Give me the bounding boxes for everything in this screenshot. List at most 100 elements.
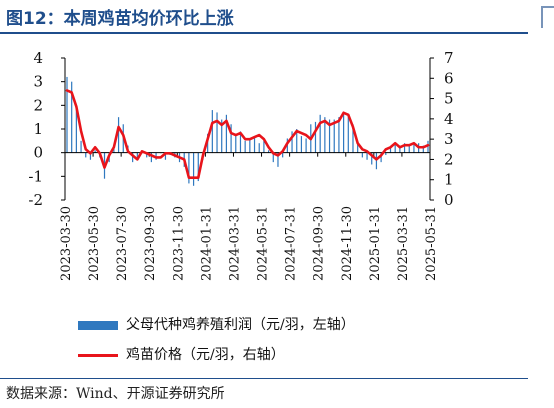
profit-bar	[408, 145, 410, 153]
right-tick-label: 3	[444, 130, 454, 148]
footer-rule	[0, 378, 528, 379]
profit-bar	[333, 119, 335, 153]
left-tick-label: 0	[33, 144, 43, 162]
profit-bar	[403, 143, 406, 153]
profit-bar	[427, 140, 429, 153]
left-tick-label: 2	[33, 96, 43, 114]
profit-bar	[267, 150, 270, 153]
profit-bar	[296, 129, 298, 153]
profit-bar	[71, 81, 73, 153]
profit-bar	[221, 119, 223, 153]
left-tick-label: 3	[33, 73, 43, 91]
profit-bar	[282, 152, 284, 158]
profit-bar	[291, 131, 293, 153]
left-tick-label: -2	[28, 191, 43, 209]
profit-bar	[66, 76, 68, 153]
x-tick-label: 2023-09-30	[143, 206, 158, 281]
profit-bar	[249, 138, 251, 153]
profit-bars	[66, 76, 429, 186]
profit-bar	[94, 150, 96, 153]
x-tick-label: 2024-11-30	[340, 206, 355, 281]
profit-bar	[136, 152, 138, 158]
profit-bar	[328, 119, 331, 153]
left-tick-label: 4	[33, 49, 43, 67]
profit-bar	[239, 131, 242, 153]
x-tick-label: 2024-01-31	[199, 206, 214, 281]
profit-bar	[272, 152, 274, 163]
x-tick-label: 2024-03-31	[227, 206, 242, 281]
profit-bar	[338, 117, 340, 153]
adjacent-figure-edge	[541, 6, 554, 28]
profit-bar	[146, 152, 148, 158]
x-tick-label: 2023-07-30	[115, 206, 130, 281]
profit-bar	[389, 147, 392, 153]
x-tick-label: 2023-03-30	[59, 206, 74, 281]
profit-bar	[352, 124, 354, 153]
profit-bar	[164, 152, 167, 160]
x-tick-label: 2024-09-30	[312, 206, 327, 281]
profit-bar	[216, 112, 218, 153]
profit-bar	[357, 143, 359, 153]
profit-bar	[361, 152, 363, 158]
profit-bar	[347, 114, 349, 153]
profit-bar	[305, 138, 307, 153]
right-tick-label: 0	[444, 191, 454, 209]
profit-bar	[89, 152, 92, 160]
left-tick-label: 1	[33, 120, 43, 138]
title-rule	[0, 32, 528, 34]
legend-label-price: 鸡苗价格（元/羽，右轴）	[126, 347, 285, 363]
profit-bar	[80, 140, 82, 153]
x-tick-label: 2025-05-31	[424, 206, 439, 281]
right-tick-label: 7	[444, 49, 454, 67]
profit-bar	[394, 143, 396, 153]
x-tick-label: 2025-01-31	[368, 206, 383, 281]
profit-bar	[244, 140, 246, 153]
right-tick-label: 1	[444, 171, 454, 189]
profit-bar	[230, 124, 232, 153]
legend-bar-swatch	[78, 320, 118, 330]
profit-bar	[413, 143, 415, 153]
price-series-line	[65, 89, 430, 179]
profit-bar	[132, 152, 134, 163]
profit-bar	[225, 114, 228, 153]
profit-bar	[300, 136, 303, 153]
profit-bar	[211, 110, 213, 153]
profit-bar	[113, 147, 115, 153]
profit-bar	[188, 152, 190, 184]
figure-title: 图12：本周鸡苗均价环比上涨	[6, 9, 234, 29]
profit-bar	[85, 152, 87, 158]
profit-bar	[371, 152, 373, 165]
x-tick-label: 2023-11-30	[171, 206, 186, 281]
profit-bar	[375, 152, 378, 170]
left-tick-label: -1	[28, 167, 43, 185]
profit-bar	[258, 143, 260, 153]
chart-canvas: 4 3 2 1 0 -1 -2 7 6 5 4 3 2 1 0 2023-03-30 2023-05-30 202…	[28, 49, 453, 281]
profit-bar	[150, 152, 152, 163]
profit-bar	[366, 152, 368, 160]
profit-bar	[253, 136, 256, 153]
profit-bar	[197, 152, 199, 182]
legend-label-profit: 父母代种鸡养殖利润（元/羽，左轴）	[126, 317, 355, 333]
x-tick-label: 2024-05-31	[256, 206, 271, 281]
price-line	[65, 89, 430, 179]
right-tick-label: 2	[444, 150, 454, 168]
profit-bar	[399, 147, 401, 153]
profit-bar	[319, 114, 321, 153]
right-tick-label: 5	[444, 90, 454, 108]
profit-bar	[277, 152, 279, 167]
x-tick-label: 2023-05-30	[87, 206, 102, 281]
profit-bar	[75, 105, 77, 153]
profit-bar	[324, 117, 326, 153]
profit-bar	[192, 152, 195, 186]
profit-bar	[385, 152, 387, 156]
profit-bar	[235, 133, 237, 153]
right-tick-label: 6	[444, 69, 454, 87]
legend-item-profit: 父母代种鸡养殖利润（元/羽，左轴）	[78, 314, 355, 334]
legend-line-swatch	[78, 353, 118, 357]
source-note: 数据来源：Wind、开源证券研究所	[6, 386, 225, 402]
profit-bar	[263, 140, 265, 153]
tick-labels: 4 3 2 1 0 -1 -2 7 6 5 4 3 2 1 0 2023-03-30 2023-05-30 202…	[28, 49, 453, 281]
profit-bar	[380, 152, 382, 163]
profit-bar	[343, 112, 345, 153]
right-tick-label: 4	[444, 110, 454, 128]
